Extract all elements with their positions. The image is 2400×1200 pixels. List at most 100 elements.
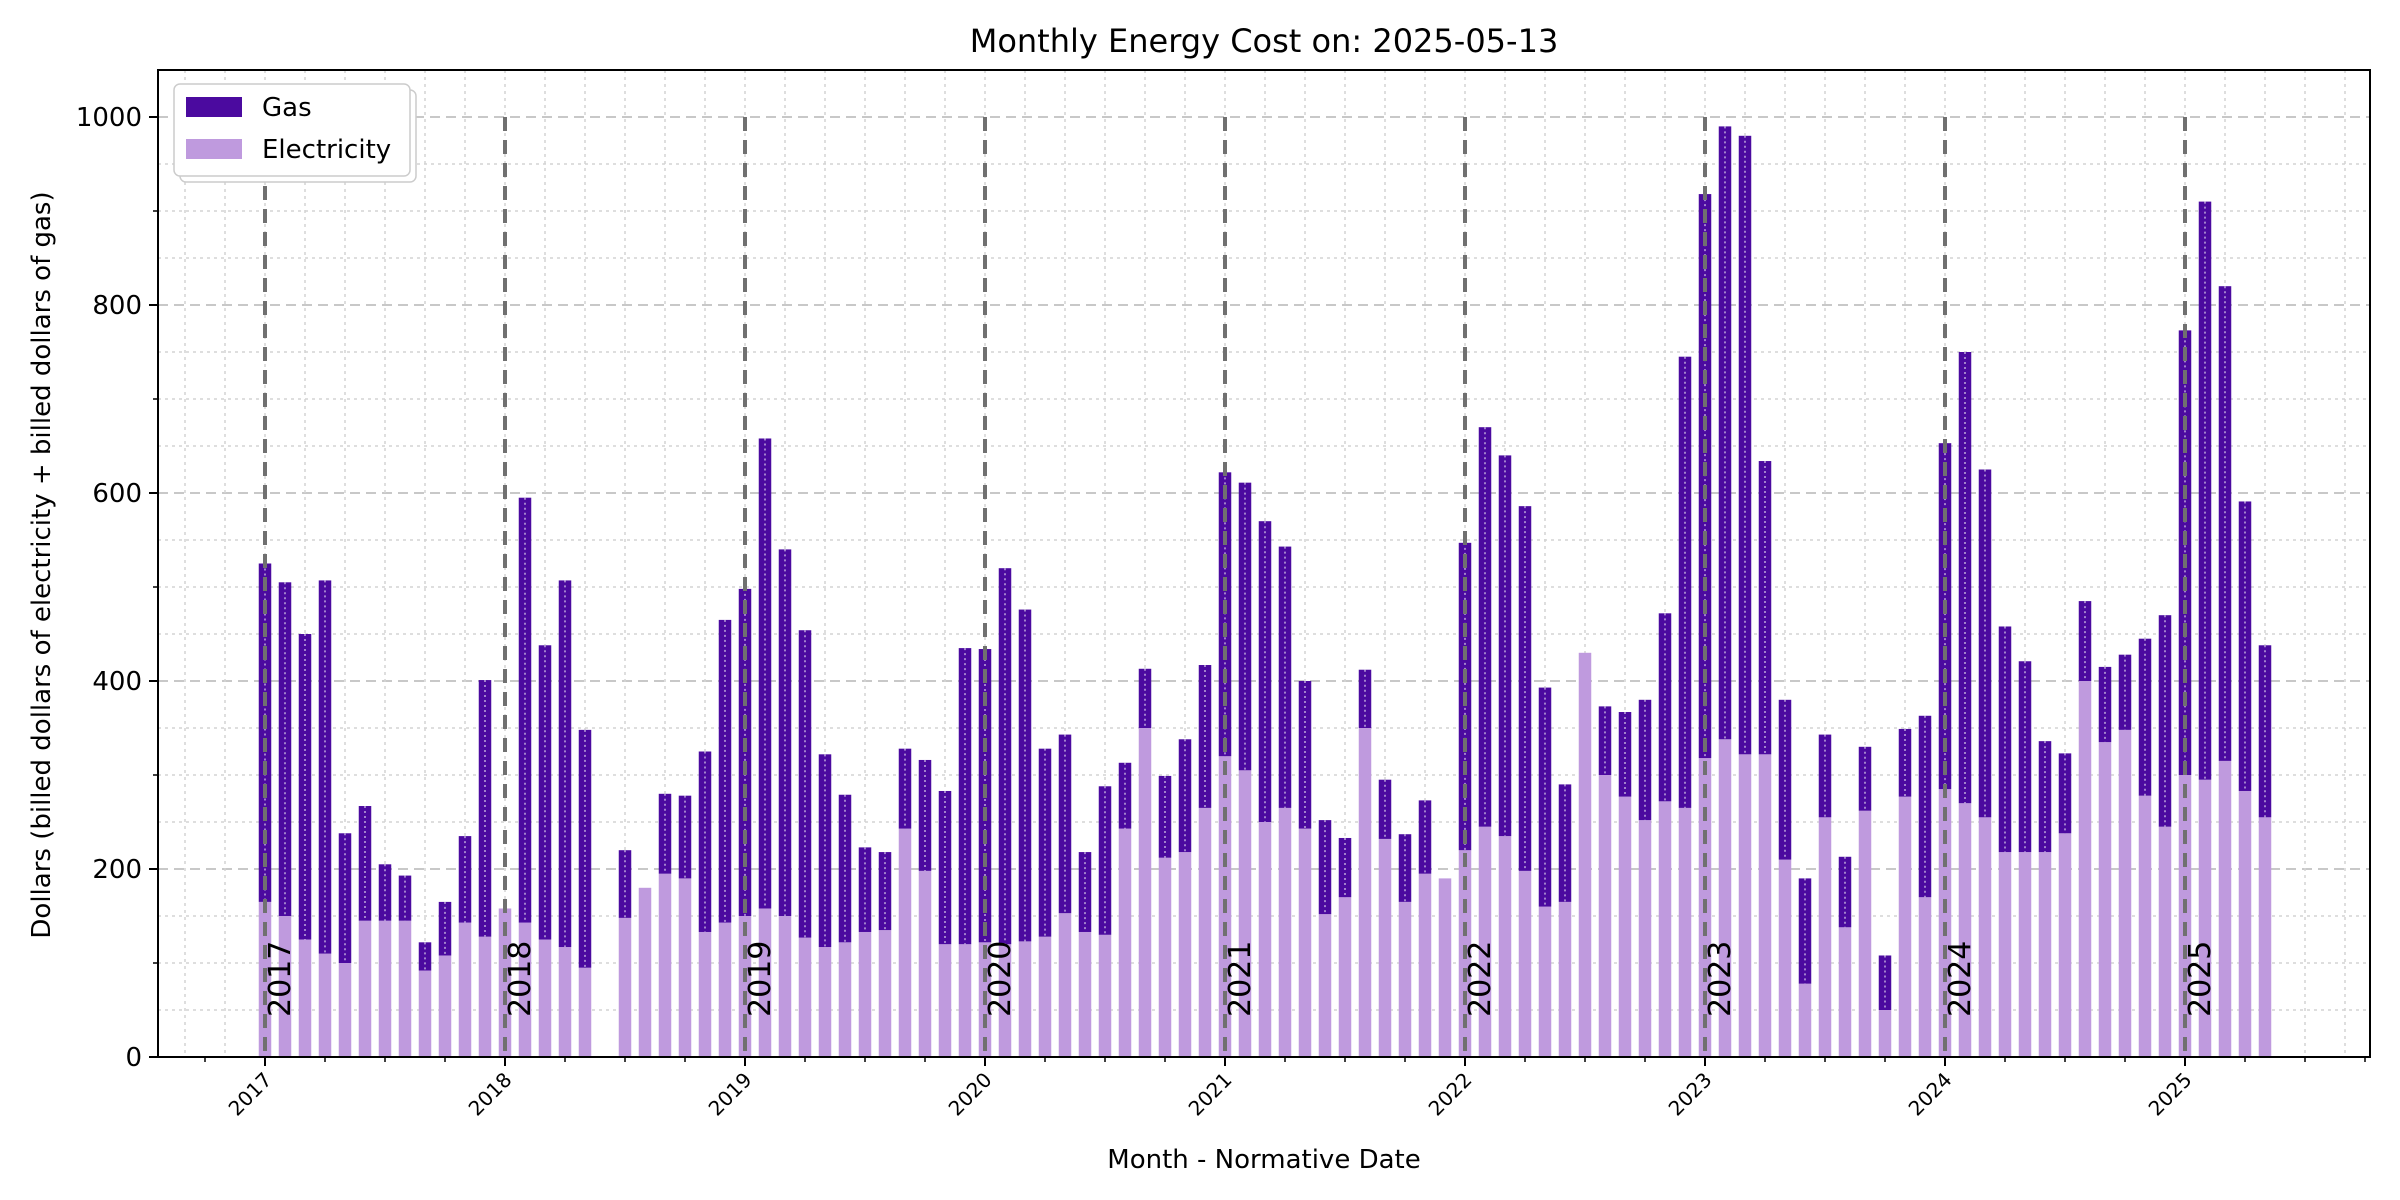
bar-gas <box>2138 638 2152 796</box>
bar-gas <box>1358 669 1372 728</box>
year-marker-label: 2020 <box>983 941 1018 1017</box>
bar-gas <box>1098 786 1112 935</box>
bar-electricity <box>2078 681 2092 1057</box>
bar-electricity <box>2238 790 2252 1057</box>
bar-electricity <box>1798 983 1812 1057</box>
bar-gas <box>558 580 572 948</box>
bar-gas <box>1558 784 1572 902</box>
bar-electricity <box>498 908 512 1057</box>
bar-electricity <box>898 828 912 1057</box>
bar-electricity <box>2158 826 2172 1057</box>
bar-electricity <box>1418 873 1432 1057</box>
bar-electricity <box>878 930 892 1057</box>
bars <box>258 126 2272 1057</box>
bar-electricity <box>778 916 792 1057</box>
year-marker-label: 2022 <box>1463 941 1498 1017</box>
bar-gas <box>658 793 672 874</box>
legend-swatch-electricity <box>186 139 242 159</box>
bar-electricity <box>358 920 372 1057</box>
bar-electricity <box>298 939 312 1057</box>
bar-gas <box>2218 286 2232 761</box>
bar-electricity <box>1158 857 1172 1057</box>
x-tick-label: 2024 <box>1904 1068 1957 1121</box>
bar-electricity <box>378 920 392 1057</box>
bar-gas <box>1898 728 1912 797</box>
bar-electricity <box>2058 833 2072 1057</box>
bar-electricity <box>1758 754 1772 1057</box>
plot-frame <box>157 69 2371 1058</box>
bar-gas <box>1238 482 1252 771</box>
legend-label-gas: Gas <box>262 93 312 123</box>
bar-electricity <box>1318 914 1332 1057</box>
bar-electricity <box>1958 803 1972 1057</box>
y-tick-label: 0 <box>125 1043 142 1073</box>
bar-electricity <box>1438 878 1452 1057</box>
bar-electricity <box>1118 828 1132 1057</box>
bar-electricity <box>2118 729 2132 1057</box>
bar-electricity <box>1658 801 1672 1057</box>
bar-gas <box>1698 194 1712 759</box>
bar-gas <box>858 847 872 932</box>
bar-electricity <box>1018 941 1032 1057</box>
bar-electricity <box>418 970 432 1057</box>
bar-electricity <box>798 937 812 1057</box>
bar-electricity <box>1058 913 1072 1057</box>
bar-electricity <box>438 955 452 1057</box>
bar-electricity <box>2198 779 2212 1057</box>
y-tick-label: 1000 <box>76 103 142 133</box>
bar-electricity <box>1718 739 1732 1057</box>
bar-gas <box>798 630 812 938</box>
bar-electricity <box>1498 836 1512 1057</box>
bar-gas <box>1518 506 1532 871</box>
bar-electricity <box>1618 796 1632 1057</box>
x-tick-label: 2019 <box>704 1068 757 1121</box>
year-markers: 2017 2018 2019 2020 2021 2022 2023 2024 2025 <box>263 117 2218 1057</box>
bar-electricity <box>1578 652 1592 1057</box>
bar-gas <box>378 864 392 921</box>
bar-electricity <box>1338 897 1352 1057</box>
bar-gas <box>1338 837 1352 898</box>
bar-electricity <box>478 936 492 1057</box>
x-tick-label: 2023 <box>1664 1068 1717 1121</box>
bar-electricity <box>1378 838 1392 1057</box>
bar-gas <box>458 836 472 923</box>
bar-gas <box>2058 753 2072 834</box>
bar-electricity <box>1298 828 1312 1057</box>
bar-gas <box>2198 201 2212 780</box>
y-tick-label: 600 <box>92 479 142 509</box>
bar-gas <box>898 748 912 829</box>
bar-electricity <box>458 922 472 1057</box>
year-marker-label: 2019 <box>743 941 778 1017</box>
bar-gas <box>258 563 272 902</box>
bar-gas <box>1478 427 1492 827</box>
bar-gas <box>958 648 972 945</box>
bar-gas <box>1738 135 1752 755</box>
bar-electricity <box>1738 754 1752 1057</box>
bar-gas <box>1878 955 1892 1010</box>
bar-gas <box>1378 779 1392 839</box>
bar-electricity <box>1518 870 1532 1057</box>
bar-gas <box>1298 681 1312 829</box>
bar-electricity <box>738 916 752 1057</box>
bar-gas <box>878 852 892 931</box>
bar-gas <box>518 497 532 923</box>
bar-gas <box>578 729 592 968</box>
bar-electricity <box>1258 822 1272 1057</box>
bar-electricity <box>518 922 532 1057</box>
bar-gas <box>2098 666 2112 743</box>
bar-electricity <box>2138 795 2152 1057</box>
bar-electricity <box>1138 728 1152 1057</box>
bar-electricity <box>718 922 732 1057</box>
bar-electricity <box>678 878 692 1057</box>
bar-electricity <box>1878 1010 1892 1057</box>
bar-electricity <box>558 947 572 1057</box>
bar-electricity <box>1918 897 1932 1057</box>
x-tick-label: 2017 <box>224 1068 277 1121</box>
bar-gas <box>1538 687 1552 907</box>
bar-electricity <box>278 916 292 1057</box>
bar-electricity <box>1538 906 1552 1057</box>
bar-gas <box>398 875 412 921</box>
bar-electricity <box>1978 817 1992 1057</box>
year-marker-label: 2025 <box>2183 941 2218 1017</box>
